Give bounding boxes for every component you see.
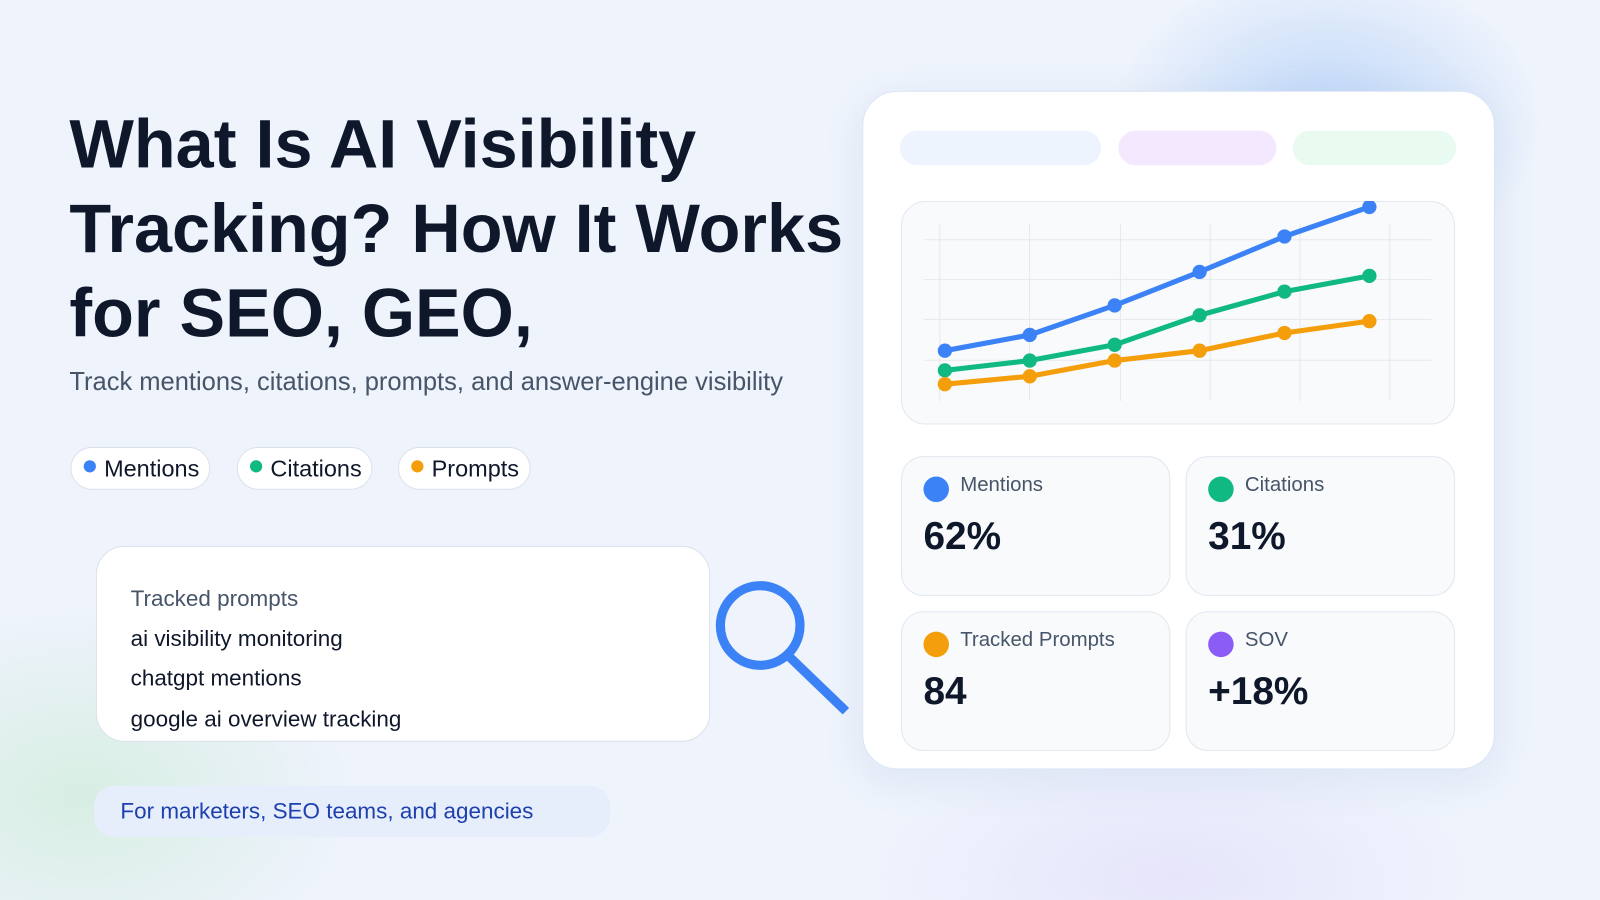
metric-dot [1208,631,1234,658]
prompt-item: google ai overview tracking [130,706,402,732]
placeholder-bar [1118,130,1277,166]
point [1022,353,1037,368]
line-chart [923,201,1432,402]
metric-dot [1208,476,1234,503]
metric-card [901,611,1171,752]
metric-value: +18% [1208,670,1309,714]
line [944,204,1371,354]
metric-value: 31% [1208,515,1286,559]
metric-card [1185,611,1456,752]
legend-chip: Prompts [397,446,531,490]
legend-dot [83,459,96,472]
placeholder-bar [1292,130,1457,166]
point [1107,337,1122,352]
chart-frame [901,201,1456,425]
prompt-item: ai visibility monitoring [130,625,343,652]
point [1107,353,1122,368]
point [1192,308,1207,323]
point [937,363,953,378]
point [1192,264,1207,280]
headline: What Is AI Visibility Tracking? How It W… [69,106,844,353]
legend-chip: Citations [236,446,373,490]
legend-dot [411,459,424,472]
metric-label: Mentions [960,473,1044,496]
point [1107,298,1122,313]
metric-dot [923,631,949,658]
prompt-item: chatgpt mentions [130,665,302,691]
audience-pill: For marketers, SEO teams, and agencies [93,785,611,837]
point [1362,268,1377,283]
metric-label: Citations [1244,473,1325,496]
prompts-card [95,545,711,742]
metric-card [901,456,1171,596]
legend-label: Prompts [431,454,520,482]
point [937,343,953,358]
line [944,318,1370,387]
point [1192,343,1207,358]
subtitle: Track mentions, citations, prompts, and … [69,367,784,396]
magnifier-icon [715,581,850,715]
legend-dot [249,459,263,472]
metric-value: 84 [923,670,967,714]
point [1362,314,1377,329]
point [1022,369,1037,384]
metric-label: Tracked Prompts [960,628,1115,652]
point [1277,284,1292,299]
point [1277,325,1292,341]
metric-card [1185,456,1456,596]
metric-dot [923,476,949,503]
placeholder-bar [899,130,1102,166]
line [944,273,1370,373]
prompts-title: Tracked prompts [130,585,299,612]
metric-value: 62% [923,515,1002,559]
point [937,377,953,392]
legend-label: Citations [270,454,362,482]
legend-chip: Mentions [70,446,211,490]
point [1022,327,1037,343]
point [1362,201,1377,215]
legend-label: Mentions [104,454,200,482]
point [1277,229,1292,244]
metric-label: SOV [1244,628,1288,652]
